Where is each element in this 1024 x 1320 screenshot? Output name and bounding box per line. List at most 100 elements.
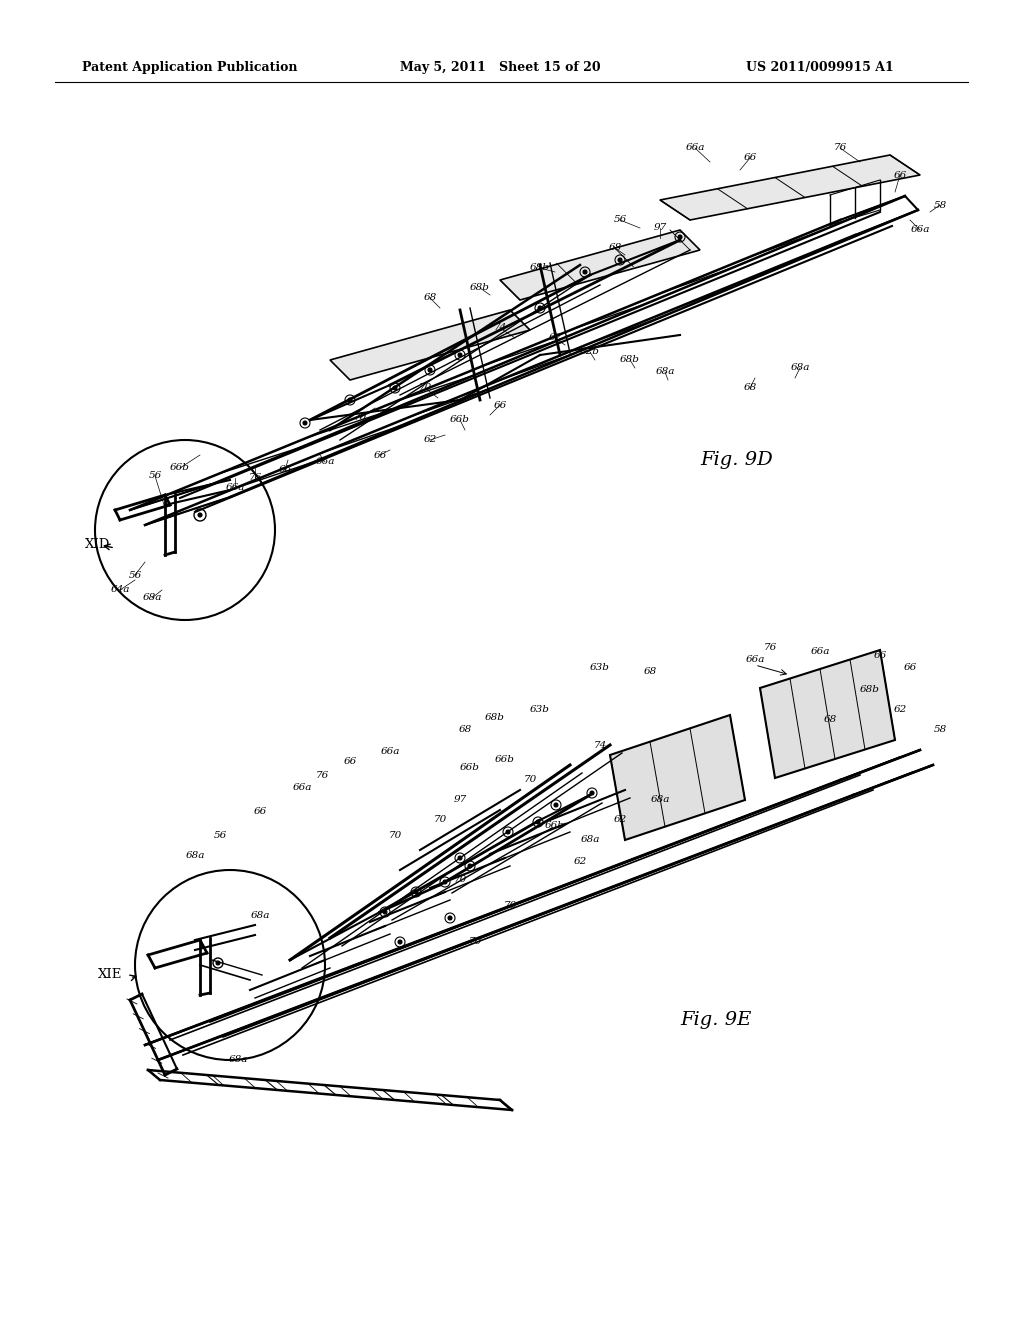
- Text: 56: 56: [128, 570, 141, 579]
- Text: 74: 74: [593, 741, 606, 750]
- Text: 62: 62: [893, 705, 906, 714]
- Text: 68: 68: [608, 243, 622, 252]
- Text: 70: 70: [388, 830, 401, 840]
- Text: 63b: 63b: [590, 664, 610, 672]
- Circle shape: [678, 235, 682, 239]
- Text: 56: 56: [213, 830, 226, 840]
- Circle shape: [554, 803, 558, 807]
- Text: 66: 66: [494, 400, 507, 409]
- Text: 68: 68: [743, 384, 757, 392]
- Text: 66a: 66a: [910, 226, 930, 235]
- Text: 68a: 68a: [185, 850, 205, 859]
- Text: 66: 66: [903, 664, 916, 672]
- Text: 66a: 66a: [380, 747, 399, 756]
- Text: 66: 66: [873, 651, 887, 660]
- Text: US 2011/0099915 A1: US 2011/0099915 A1: [746, 62, 894, 74]
- Circle shape: [618, 257, 622, 261]
- Text: 68b: 68b: [860, 685, 880, 694]
- Text: 76: 76: [249, 474, 261, 483]
- Text: 66a: 66a: [292, 784, 311, 792]
- Text: 66b: 66b: [495, 755, 515, 764]
- Text: 66a: 66a: [685, 144, 705, 153]
- Text: Fig. 9E: Fig. 9E: [680, 1011, 752, 1030]
- Circle shape: [536, 820, 540, 824]
- Text: 56: 56: [613, 215, 627, 224]
- Circle shape: [414, 890, 418, 894]
- Text: 70: 70: [523, 776, 537, 784]
- Text: 70: 70: [353, 413, 367, 422]
- Circle shape: [443, 880, 447, 884]
- Text: May 5, 2011   Sheet 15 of 20: May 5, 2011 Sheet 15 of 20: [399, 62, 600, 74]
- Text: 66: 66: [893, 170, 906, 180]
- Circle shape: [458, 352, 462, 356]
- Text: 76: 76: [315, 771, 329, 780]
- Text: 66a: 66a: [810, 648, 829, 656]
- Circle shape: [348, 399, 352, 403]
- Text: 68a: 68a: [250, 911, 269, 920]
- Text: 68: 68: [423, 293, 436, 302]
- Circle shape: [538, 306, 542, 310]
- Text: 76: 76: [834, 144, 847, 153]
- Text: 62: 62: [613, 816, 627, 825]
- Text: 70: 70: [454, 875, 467, 884]
- Text: 66: 66: [743, 153, 757, 162]
- Text: 66: 66: [279, 466, 292, 474]
- Text: 70: 70: [468, 937, 481, 946]
- Circle shape: [458, 855, 462, 861]
- Text: Fig. 9D: Fig. 9D: [700, 451, 773, 469]
- Circle shape: [583, 271, 587, 275]
- Text: 68a: 68a: [581, 836, 600, 845]
- Text: 66a: 66a: [315, 458, 335, 466]
- Circle shape: [383, 909, 387, 913]
- Circle shape: [303, 421, 307, 425]
- Text: 70: 70: [433, 816, 446, 825]
- Polygon shape: [330, 310, 530, 380]
- Text: 58: 58: [933, 201, 946, 210]
- Text: 58: 58: [933, 726, 946, 734]
- Circle shape: [428, 368, 432, 372]
- Circle shape: [393, 385, 397, 389]
- Text: 68a: 68a: [228, 1056, 248, 1064]
- Text: 62b: 62b: [580, 347, 600, 356]
- Text: 66a: 66a: [225, 483, 245, 492]
- Circle shape: [590, 791, 594, 795]
- Text: 66: 66: [253, 808, 266, 817]
- Text: 62: 62: [573, 858, 587, 866]
- Text: 68a: 68a: [791, 363, 810, 372]
- Circle shape: [506, 830, 510, 834]
- Polygon shape: [610, 715, 745, 840]
- Text: 56: 56: [148, 471, 162, 480]
- Text: 68a: 68a: [655, 367, 675, 376]
- Polygon shape: [660, 154, 920, 220]
- Circle shape: [468, 865, 472, 869]
- Polygon shape: [760, 649, 895, 777]
- Polygon shape: [500, 230, 700, 300]
- Text: 68: 68: [459, 726, 472, 734]
- Circle shape: [398, 940, 402, 944]
- Text: 64a: 64a: [111, 586, 130, 594]
- Text: 66b: 66b: [170, 463, 189, 473]
- Text: 63b: 63b: [530, 705, 550, 714]
- Text: XID: XID: [85, 539, 111, 552]
- Text: 62: 62: [423, 436, 436, 445]
- Text: 66: 66: [343, 758, 356, 767]
- Text: 66a: 66a: [745, 656, 765, 664]
- Text: 66b: 66b: [451, 416, 470, 425]
- Text: 70: 70: [419, 384, 432, 392]
- Text: 97: 97: [454, 796, 467, 804]
- Circle shape: [449, 916, 452, 920]
- Text: 68b: 68b: [485, 714, 505, 722]
- Text: 76: 76: [763, 644, 776, 652]
- Text: 68b: 68b: [470, 284, 489, 293]
- Text: Patent Application Publication: Patent Application Publication: [82, 62, 298, 74]
- Text: 68b: 68b: [621, 355, 640, 364]
- Text: 74: 74: [494, 323, 507, 333]
- Text: 68: 68: [823, 715, 837, 725]
- Text: 62: 62: [549, 334, 561, 342]
- Text: 66b: 66b: [545, 821, 565, 829]
- Text: 68a: 68a: [142, 594, 162, 602]
- Text: XIE: XIE: [98, 969, 123, 982]
- Text: 97: 97: [653, 223, 667, 232]
- Circle shape: [198, 513, 202, 517]
- Text: 68b: 68b: [530, 264, 550, 272]
